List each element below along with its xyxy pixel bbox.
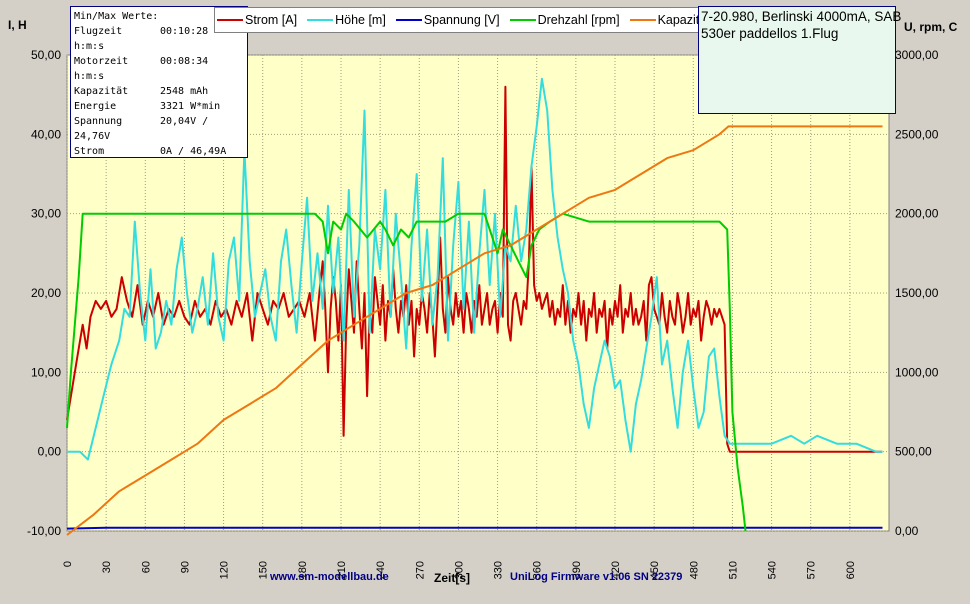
y-tick-label-left: 50,00 xyxy=(31,48,61,62)
legend-swatch xyxy=(509,19,536,21)
x-tick-label: 390 xyxy=(571,561,583,579)
y-tick-label-right: 500,00 xyxy=(895,445,932,459)
y-tick-label-right: 1500,00 xyxy=(895,286,939,300)
y-tick-label-right: 2000,00 xyxy=(895,207,939,221)
y-axis-label-right: U, rpm, C xyxy=(904,20,958,34)
series-line-höhe xyxy=(67,77,883,461)
legend-item: Strom [A] xyxy=(217,13,297,27)
info-row: Strom 0A / 46,49A xyxy=(74,144,247,159)
info-key: Kapazität xyxy=(74,86,129,97)
y-tick-label-right: 0,00 xyxy=(895,524,919,538)
info-value: 00:08:34 xyxy=(160,56,209,67)
info-key: Energie xyxy=(74,101,117,112)
legend-item: Spannung [V] xyxy=(395,13,500,27)
x-tick-label: 360 xyxy=(532,561,544,579)
x-tick-label: 210 xyxy=(336,561,348,579)
info-value: 3321 W*min xyxy=(160,101,221,112)
info-key: Spannung xyxy=(74,116,123,127)
y-tick-label-left: -10,00 xyxy=(27,524,61,538)
info-value: 2548 mAh xyxy=(160,86,209,97)
info-row: Flugzeit 00:10:28 xyxy=(74,24,247,39)
info-key: Motorzeit xyxy=(74,56,129,67)
y-tick-label-right: 1000,00 xyxy=(895,365,939,379)
info-key: Strom xyxy=(74,146,105,157)
x-tick-label: 240 xyxy=(375,561,387,579)
legend-swatch xyxy=(629,19,656,21)
y-tick-label-right: 3000,00 xyxy=(895,48,939,62)
x-tick-label: 300 xyxy=(453,561,465,579)
y-tick-label-left: 0,00 xyxy=(38,445,62,459)
x-axis-label: Zeit[s] xyxy=(434,571,470,585)
x-tick-label: 540 xyxy=(767,561,779,579)
y-tick-label-right: 2500,00 xyxy=(895,127,939,141)
y-axis-label-left: I, H xyxy=(8,18,27,32)
x-tick-label: 450 xyxy=(649,561,661,579)
legend-label: Spannung [V] xyxy=(423,13,500,27)
info-value: 00:10:28 xyxy=(160,26,209,37)
legend-swatch xyxy=(217,19,243,21)
y-tick-label-left: 30,00 xyxy=(31,207,61,221)
info-row: Kapazität 2548 mAh xyxy=(74,84,247,99)
x-tick-label: 30 xyxy=(101,561,113,573)
x-tick-label: 0 xyxy=(62,561,74,567)
y-tick-label-left: 10,00 xyxy=(31,365,61,379)
info-row: Spannung 20,04V / xyxy=(74,114,247,129)
y-tick-label-left: 40,00 xyxy=(31,127,61,141)
tick-labels: -10,00 0,00 0,00 500,00 10,00 1000,00 20,00 150… xyxy=(27,48,939,579)
x-tick-label: 180 xyxy=(297,561,309,579)
legend: Strom [A] Höhe [m] Spannung [V] Drehzahl [r… xyxy=(214,7,759,33)
info-title: Min/Max Werte: xyxy=(74,11,159,22)
series-line-strom xyxy=(66,85,883,453)
legend-label: Strom [A] xyxy=(245,13,298,27)
flight-note-box: 7-20.980, Berlinski 4000mA, SAB 530er pa… xyxy=(698,6,902,114)
x-tick-label: 270 xyxy=(414,561,426,579)
info-row: 24,76V xyxy=(74,129,247,144)
legend-swatch xyxy=(307,19,334,21)
legend-item: Drehzahl [rpm] xyxy=(509,13,620,27)
legend-label: Höhe [m] xyxy=(335,13,386,27)
info-row: Motorzeit 00:08:34 xyxy=(74,54,247,69)
x-tick-label: 570 xyxy=(806,561,818,579)
info-row: h:m:s xyxy=(74,39,247,54)
x-tick-label: 600 xyxy=(845,561,857,579)
x-tick-label: 480 xyxy=(688,561,700,579)
x-tick-label: 330 xyxy=(493,561,505,579)
x-tick-label: 150 xyxy=(258,561,270,579)
note-line-1: 7-20.980, Berlinski 4000mA, SAB xyxy=(701,9,902,24)
info-key: 24,76V xyxy=(74,131,111,142)
x-tick-label: 90 xyxy=(179,561,191,573)
series-lines xyxy=(66,77,883,536)
legend-label: Drehzahl [rpm] xyxy=(537,13,620,27)
info-value: 20,04V / xyxy=(160,116,209,127)
x-tick-label: 510 xyxy=(727,561,739,579)
info-value: 0A / 46,49A xyxy=(160,146,227,157)
firmware-label: UniLog Firmware v1.06 SN 22379 xyxy=(510,571,683,583)
info-key: h:m:s xyxy=(74,71,105,82)
x-tick-label: 420 xyxy=(610,561,622,579)
info-key: Flugzeit xyxy=(74,26,123,37)
y-tick-label-left: 20,00 xyxy=(31,286,61,300)
series-line-drehzahl xyxy=(66,212,747,532)
series-line-kapazität xyxy=(66,125,883,536)
info-row: Energie 3321 W*min xyxy=(74,99,247,114)
legend-swatch xyxy=(395,19,422,21)
x-tick-label: 60 xyxy=(140,561,152,573)
website-link[interactable]: www.sm-modellbau.de xyxy=(270,571,389,583)
x-tick-label: 120 xyxy=(219,561,231,579)
info-key: h:m:s xyxy=(74,41,105,52)
legend-item: Höhe [m] xyxy=(307,13,386,27)
series-line-spannung xyxy=(66,526,883,530)
note-line-2: 530er paddellos 1.Flug xyxy=(701,26,839,41)
info-row: h:m:s xyxy=(74,69,247,84)
